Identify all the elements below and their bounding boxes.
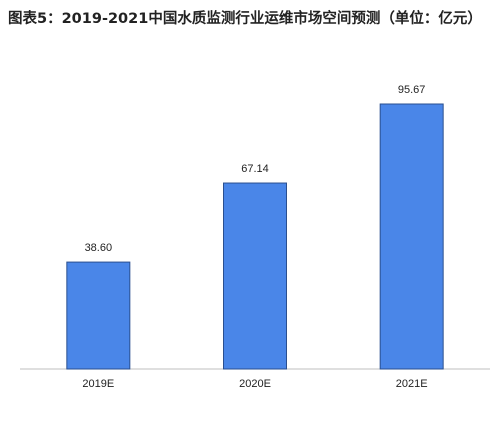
x-tick-label: 2020E — [239, 378, 271, 390]
value-label: 95.67 — [398, 84, 426, 96]
value-label: 67.14 — [241, 163, 269, 175]
bar — [223, 182, 287, 370]
bar — [379, 103, 444, 370]
x-tick-label: 2019E — [82, 378, 114, 390]
value-label: 38.60 — [85, 242, 113, 254]
chart-title: 图表5：2019-2021中国水质监测行业运维市场空间预测（单位：亿元） — [8, 11, 482, 27]
bar — [66, 261, 131, 370]
x-tick-label: 2021E — [396, 378, 428, 390]
